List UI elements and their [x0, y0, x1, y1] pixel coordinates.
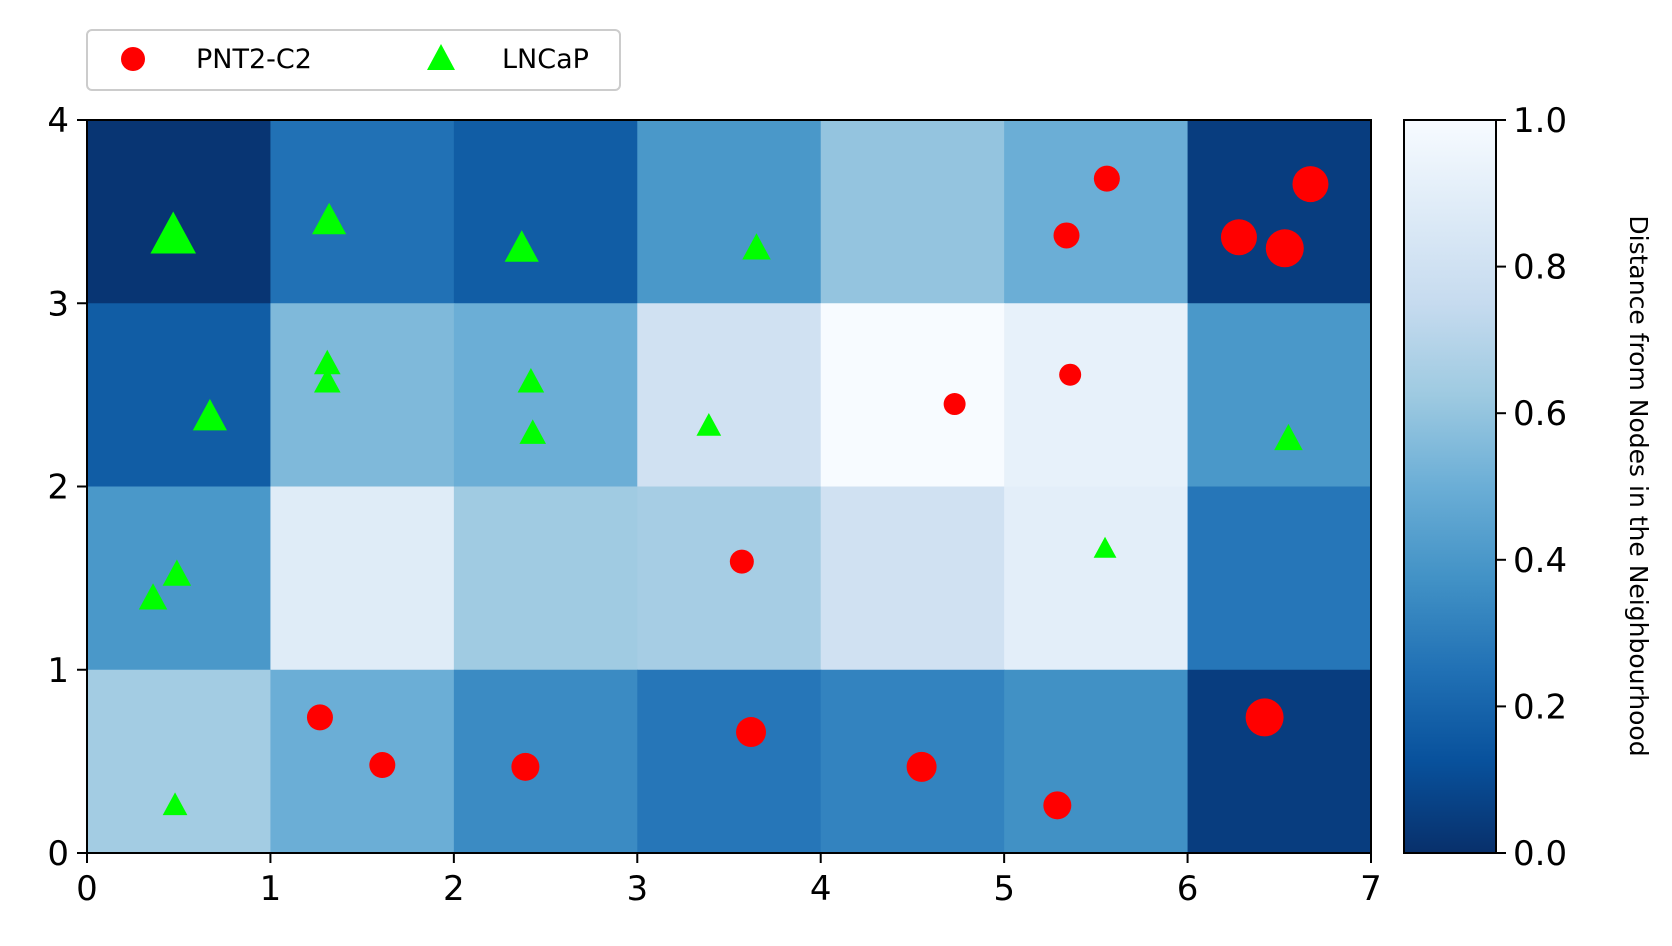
- x-tick-label: 4: [810, 869, 832, 909]
- legend-label-lncap: LNCaP: [502, 44, 589, 75]
- legend-marker-pnt2-c2: [121, 47, 145, 71]
- point-lncap: [162, 792, 188, 816]
- heatmap-cell: [87, 669, 272, 854]
- heatmap-cell: [87, 303, 272, 488]
- heatmap-cell: [1187, 120, 1372, 304]
- colorbar-tick-label: 0.0: [1513, 834, 1567, 874]
- heatmap-cell: [820, 486, 1005, 671]
- heatmap-cell: [1187, 303, 1372, 488]
- heatmap-cell: [637, 669, 822, 854]
- point-lncap: [504, 230, 539, 262]
- x-tick-label: 0: [76, 869, 98, 909]
- legend-marker-lncap: [427, 44, 455, 70]
- heatmap-cell: [637, 486, 822, 671]
- point-pnt2-c2: [1059, 363, 1082, 386]
- colorbar-label: Distance from Nodes in the Neighbourhood: [1624, 215, 1653, 756]
- heatmap-cell: [270, 120, 455, 304]
- x-tick-label: 5: [993, 869, 1015, 909]
- point-lncap: [192, 398, 227, 431]
- heatmap-cell: [1004, 669, 1189, 854]
- point-pnt2-c2: [1292, 166, 1329, 203]
- point-pnt2-c2: [1053, 222, 1080, 249]
- legend-box: [86, 29, 621, 91]
- point-pnt2-c2: [943, 393, 966, 416]
- colorbar-tick-label: 0.6: [1513, 394, 1567, 434]
- heatmap-cell: [637, 120, 822, 304]
- point-pnt2-c2: [1265, 229, 1304, 268]
- colorbar: 0.0 0.2 0.4 0.6 0.8 1.0 Distance from Nodes i…: [1403, 101, 1653, 874]
- colorbar-ticks: 0.0 0.2 0.4 0.6 0.8 1.0: [1496, 101, 1567, 874]
- point-pnt2-c2: [1220, 219, 1257, 256]
- heatmap-cell: [1004, 120, 1189, 304]
- point-pnt2-c2: [369, 752, 396, 779]
- point-lncap: [742, 233, 771, 260]
- point-pnt2-c2: [906, 751, 937, 782]
- colorbar-tick-label: 0.2: [1513, 687, 1567, 727]
- point-pnt2-c2: [1093, 165, 1120, 192]
- heatmap-cell: [820, 303, 1005, 488]
- point-lncap: [313, 368, 341, 393]
- heatmap-cell: [820, 120, 1005, 304]
- point-lncap: [517, 368, 545, 393]
- y-tick-label: 4: [47, 101, 69, 141]
- point-lncap: [1274, 423, 1303, 451]
- heatmap-cell: [453, 303, 638, 488]
- heatmap-cell: [453, 120, 638, 304]
- y-tick-label: 2: [47, 468, 69, 508]
- heatmap-cell: [270, 303, 455, 488]
- heatmap-cell: [1004, 486, 1189, 671]
- x-tick-label: 2: [443, 869, 465, 909]
- x-tick-label: 6: [1177, 869, 1199, 909]
- point-pnt2-c2: [306, 704, 333, 731]
- heatmap-cell: [1004, 303, 1189, 488]
- heatmap-cell: [270, 486, 455, 671]
- point-lncap: [138, 583, 168, 610]
- colorbar-gradient: [1403, 119, 1497, 854]
- point-pnt2-c2: [729, 549, 754, 574]
- point-lncap: [696, 413, 722, 436]
- colorbar-tick-label: 0.4: [1513, 541, 1567, 581]
- heatmap-cell: [453, 486, 638, 671]
- point-pnt2-c2: [1043, 791, 1072, 820]
- heatmap-cell: [637, 303, 822, 488]
- point-lncap: [1093, 536, 1117, 558]
- point-lncap: [313, 349, 341, 375]
- x-axis: 0 1 2 3 4 5 6 7: [76, 853, 1382, 909]
- point-lncap: [162, 559, 192, 586]
- point-pnt2-c2: [736, 717, 767, 748]
- point-lncap: [312, 202, 347, 235]
- colorbar-tick-label: 1.0: [1513, 101, 1567, 141]
- point-pnt2-c2: [511, 752, 540, 781]
- x-tick-label: 3: [626, 869, 648, 909]
- heatmap-cell: [87, 120, 272, 304]
- y-tick-label: 3: [47, 284, 69, 324]
- heatmap-cell: [1187, 669, 1372, 854]
- heatmap-cell: [1187, 486, 1372, 671]
- y-tick-label: 1: [47, 651, 69, 691]
- heatmap-cell: [453, 669, 638, 854]
- x-tick-label: 7: [1360, 869, 1382, 909]
- y-tick-label: 0: [47, 834, 69, 874]
- point-pnt2-c2: [1245, 698, 1284, 737]
- scatter-markers: [138, 165, 1329, 820]
- legend-label-pnt2-c2: PNT2-C2: [196, 44, 312, 75]
- heatmap-cells: [87, 120, 1372, 854]
- point-lncap: [150, 211, 197, 254]
- y-axis: 0 1 2 3 4: [47, 101, 87, 874]
- x-tick-label: 1: [260, 869, 282, 909]
- point-lncap: [519, 419, 547, 444]
- heatmap-cell: [270, 669, 455, 854]
- legend: PNT2-C2 LNCaP: [86, 29, 621, 91]
- colorbar-tick-label: 0.8: [1513, 248, 1567, 288]
